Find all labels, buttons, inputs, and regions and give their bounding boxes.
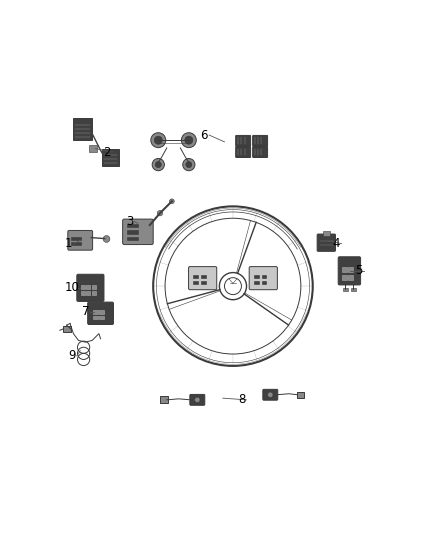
FancyBboxPatch shape [74,118,92,140]
Bar [254,280,259,284]
Bar [127,230,138,233]
Bar [92,285,96,289]
Text: 7: 7 [81,305,89,318]
FancyBboxPatch shape [123,219,153,245]
FancyBboxPatch shape [102,149,119,166]
Text: 5: 5 [355,264,362,277]
FancyBboxPatch shape [249,266,277,290]
Bar [351,288,356,291]
FancyBboxPatch shape [189,266,217,290]
Text: 4: 4 [333,237,340,250]
FancyBboxPatch shape [253,135,268,146]
Bar [261,280,266,284]
Bar [81,291,85,295]
Circle shape [268,392,273,398]
Bar [81,285,85,289]
FancyBboxPatch shape [88,302,113,325]
Circle shape [155,161,161,168]
Bar [92,291,96,295]
Circle shape [154,136,162,144]
FancyBboxPatch shape [297,392,304,398]
Circle shape [151,133,166,148]
Bar [194,275,198,278]
Bar [348,275,353,280]
Text: 10: 10 [64,281,79,294]
Bar [348,268,353,272]
Text: 6: 6 [200,128,208,142]
Text: 9: 9 [68,349,75,362]
Bar [71,243,81,245]
Text: 1: 1 [64,237,72,250]
Bar [127,224,138,228]
Bar [99,316,104,319]
FancyBboxPatch shape [317,234,336,252]
FancyBboxPatch shape [159,397,168,403]
Text: 8: 8 [238,393,245,406]
Bar [261,275,266,278]
Circle shape [103,236,110,243]
FancyBboxPatch shape [88,146,97,152]
Circle shape [185,136,193,144]
Circle shape [170,199,174,204]
Bar [342,275,347,280]
Circle shape [157,211,162,216]
Bar [342,268,347,272]
Text: 3: 3 [126,215,133,228]
Bar [194,280,198,284]
Bar [93,316,98,319]
Bar [201,280,206,284]
Bar [86,285,90,289]
Text: 2: 2 [104,146,111,158]
FancyBboxPatch shape [236,135,251,146]
Circle shape [194,397,200,402]
FancyBboxPatch shape [322,231,330,236]
Circle shape [186,161,192,168]
FancyBboxPatch shape [236,147,251,157]
Circle shape [152,158,164,171]
FancyBboxPatch shape [338,257,360,285]
FancyBboxPatch shape [63,326,71,332]
Bar [254,275,259,278]
FancyBboxPatch shape [68,230,92,250]
FancyBboxPatch shape [253,147,268,157]
FancyBboxPatch shape [77,274,104,302]
Circle shape [181,133,196,148]
Bar [127,237,138,240]
Bar [71,237,81,240]
Bar [343,288,348,291]
Bar [99,310,104,314]
FancyBboxPatch shape [263,389,278,400]
Bar [93,310,98,314]
Bar [201,275,206,278]
Circle shape [183,158,195,171]
Bar [86,291,90,295]
FancyBboxPatch shape [190,394,205,405]
